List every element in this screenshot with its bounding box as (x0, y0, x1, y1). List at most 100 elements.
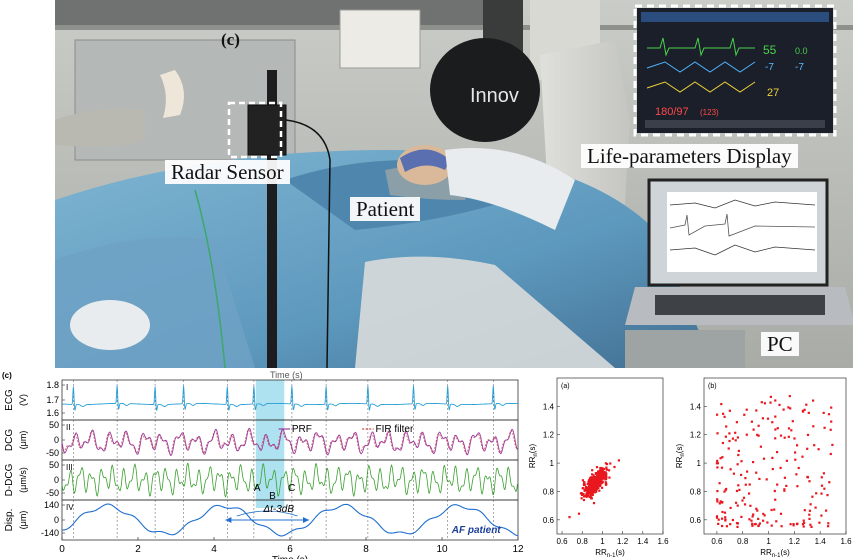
data-point (580, 497, 583, 500)
data-point (592, 485, 595, 488)
data-point (721, 501, 724, 504)
data-point (759, 445, 762, 448)
data-point (581, 493, 584, 496)
data-point (811, 495, 814, 498)
y-tick-label: 1.2 (543, 431, 555, 440)
poincare-plot-a: (a) 0.6 0.8 1 1.2 1.4 1.6 0.6 0.8 1 1.2 1.4 RRn-1(s)… (528, 377, 669, 559)
experiment-photo: Innov 55 0.0 -7 -7 27 180/97 (123) (55, 0, 853, 368)
data-point (591, 473, 594, 476)
row-frame (61, 459, 519, 501)
data-point (783, 436, 786, 439)
x-tick-label: 0.8 (577, 537, 589, 546)
data-point (774, 437, 777, 440)
data-point (776, 483, 779, 486)
data-point (595, 480, 598, 483)
data-point (590, 489, 593, 492)
row-tick-label: 1.8 (46, 380, 59, 390)
x-tick-label: 1.6 (657, 537, 669, 546)
signal-row-4: IV Disp. (μm) 140 0 -140 (4, 499, 519, 541)
data-point (748, 483, 751, 486)
data-point (581, 479, 584, 482)
data-point (590, 497, 593, 500)
data-point (808, 517, 811, 520)
ecg-pad (70, 300, 150, 350)
monitor-bp-value: 180/97 (655, 106, 689, 118)
data-point (761, 417, 764, 420)
data-point (721, 524, 724, 528)
data-point (593, 477, 596, 481)
panel-letter: (b) (708, 383, 717, 390)
data-point (762, 512, 765, 515)
operating-room-scene: Innov 55 0.0 -7 -7 27 180/97 (123) (55, 0, 853, 368)
data-point (809, 503, 812, 506)
data-point (715, 462, 718, 465)
data-point (830, 420, 833, 423)
monitor-brand-text: Innov (470, 85, 519, 107)
data-point (735, 489, 739, 493)
x-tick-label: 2 (135, 544, 141, 555)
data-point (815, 492, 818, 495)
data-point (752, 428, 755, 431)
row-tick-label: 140 (44, 500, 59, 510)
data-point (751, 515, 754, 518)
data-point (715, 515, 719, 518)
data-point (715, 516, 719, 519)
data-point (776, 427, 779, 430)
data-point (750, 519, 753, 522)
data-point (718, 482, 721, 485)
data-point (762, 457, 766, 460)
data-point (605, 483, 608, 486)
data-point (729, 468, 732, 471)
data-point (593, 480, 596, 483)
data-point (808, 513, 811, 516)
data-point (826, 494, 829, 497)
poincare-plot-b: (b) 0.6 0.8 1 1.2 1.4 1.6 0.6 0.8 1 1.2 1.4 RRn-1(s)… (675, 377, 852, 559)
row-tick-label: 1.7 (46, 395, 59, 405)
data-point (568, 516, 571, 519)
data-point (601, 476, 604, 479)
data-point (757, 517, 760, 520)
y-tick-label: 1 (697, 459, 702, 468)
data-point (585, 493, 588, 496)
data-point (581, 487, 584, 490)
data-point (599, 467, 602, 470)
fir-filter-trace (61, 429, 519, 455)
data-point (806, 475, 809, 479)
data-point (827, 522, 830, 525)
x-tick-label: 0 (59, 544, 65, 555)
data-point (780, 525, 783, 528)
pc-label: PC (761, 332, 799, 357)
x-tick-label: 0.8 (737, 537, 749, 546)
data-point (801, 455, 804, 458)
data-point (740, 460, 743, 463)
data-point (589, 480, 592, 483)
data-point (783, 489, 786, 492)
data-point (587, 480, 590, 483)
data-point (604, 478, 607, 481)
radar-highlight-box (227, 101, 283, 159)
data-point (789, 407, 792, 410)
data-point (735, 501, 738, 504)
data-point (601, 478, 604, 481)
data-point (776, 451, 779, 454)
data-point (752, 461, 755, 464)
panel-letter: (a) (561, 383, 570, 390)
data-point (720, 403, 723, 406)
x-tick-label: 1.4 (815, 537, 827, 546)
data-point (603, 476, 606, 479)
row-tick-label: -50 (46, 488, 59, 498)
x-axis-label: RRn-1(s) (595, 548, 625, 559)
data-point (788, 395, 791, 398)
data-point (717, 522, 720, 525)
data-point (809, 523, 812, 526)
data-point (598, 489, 601, 492)
data-point (755, 507, 758, 510)
data-point (779, 512, 783, 515)
data-point (599, 484, 602, 487)
data-point (793, 437, 796, 440)
data-point (590, 481, 593, 484)
data-point (719, 500, 722, 503)
data-point (591, 493, 594, 497)
data-point (605, 472, 608, 475)
data-point (604, 471, 607, 474)
